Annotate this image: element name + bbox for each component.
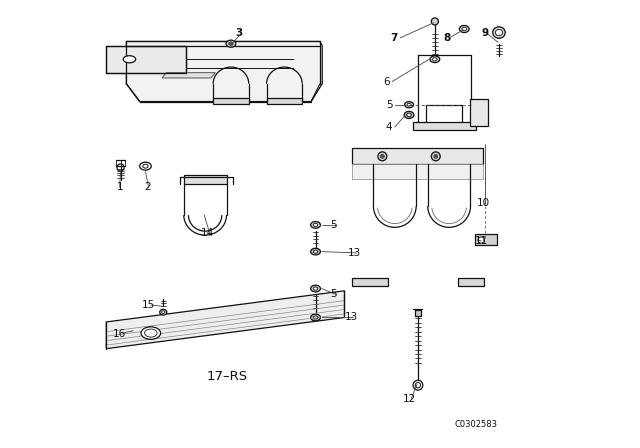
- Ellipse shape: [143, 164, 148, 168]
- Ellipse shape: [434, 154, 438, 158]
- Ellipse shape: [413, 380, 423, 390]
- Text: 13: 13: [344, 313, 358, 323]
- Ellipse shape: [495, 30, 502, 36]
- Text: 10: 10: [477, 198, 490, 207]
- Ellipse shape: [378, 152, 387, 161]
- Ellipse shape: [140, 162, 151, 170]
- Ellipse shape: [124, 56, 136, 63]
- Ellipse shape: [407, 113, 412, 116]
- Bar: [352, 164, 483, 180]
- Text: 1: 1: [116, 182, 123, 193]
- Bar: [352, 148, 483, 164]
- Ellipse shape: [314, 250, 318, 253]
- Ellipse shape: [145, 329, 157, 337]
- Ellipse shape: [415, 383, 420, 388]
- Ellipse shape: [478, 237, 484, 243]
- Text: 17–RS: 17–RS: [207, 370, 248, 383]
- Text: 5: 5: [386, 100, 392, 110]
- Text: 11: 11: [474, 236, 488, 246]
- Text: 9: 9: [481, 28, 488, 39]
- Ellipse shape: [117, 164, 124, 171]
- Text: 6: 6: [383, 77, 390, 86]
- Ellipse shape: [226, 40, 236, 47]
- Ellipse shape: [380, 154, 385, 158]
- Text: 4: 4: [386, 122, 392, 132]
- Polygon shape: [162, 73, 216, 78]
- Text: 3: 3: [236, 28, 243, 39]
- Text: 13: 13: [348, 248, 362, 258]
- Bar: [184, 175, 227, 184]
- Bar: [475, 234, 497, 246]
- Bar: [413, 122, 476, 129]
- Ellipse shape: [314, 224, 318, 226]
- Text: 15: 15: [142, 300, 156, 310]
- Bar: [470, 99, 488, 126]
- Ellipse shape: [314, 316, 318, 319]
- Ellipse shape: [141, 327, 161, 339]
- Ellipse shape: [310, 222, 321, 228]
- Bar: [267, 98, 302, 104]
- Text: 12: 12: [403, 393, 415, 404]
- Ellipse shape: [160, 309, 167, 315]
- Text: 14: 14: [201, 228, 214, 238]
- Ellipse shape: [460, 26, 469, 33]
- Bar: [458, 278, 484, 286]
- Ellipse shape: [433, 58, 437, 61]
- Ellipse shape: [431, 152, 440, 161]
- Ellipse shape: [407, 103, 411, 106]
- Ellipse shape: [431, 18, 438, 25]
- Text: 16: 16: [113, 329, 126, 340]
- Ellipse shape: [404, 112, 414, 118]
- Ellipse shape: [314, 287, 318, 290]
- Ellipse shape: [310, 285, 321, 292]
- Bar: [352, 278, 388, 286]
- Text: 7: 7: [390, 33, 397, 43]
- Ellipse shape: [493, 27, 505, 39]
- Bar: [415, 310, 421, 316]
- Text: 8: 8: [444, 33, 451, 43]
- Text: 5: 5: [330, 289, 337, 299]
- Ellipse shape: [310, 314, 321, 321]
- Ellipse shape: [228, 42, 233, 45]
- Ellipse shape: [430, 56, 440, 63]
- Polygon shape: [106, 46, 186, 73]
- Bar: [213, 98, 249, 104]
- Ellipse shape: [310, 248, 321, 255]
- Polygon shape: [106, 291, 344, 349]
- Ellipse shape: [404, 102, 413, 108]
- Ellipse shape: [462, 27, 467, 31]
- Text: 2: 2: [144, 182, 150, 193]
- Polygon shape: [126, 42, 322, 102]
- Text: C0302583: C0302583: [454, 420, 497, 429]
- Text: 5: 5: [330, 220, 337, 230]
- Ellipse shape: [162, 311, 165, 314]
